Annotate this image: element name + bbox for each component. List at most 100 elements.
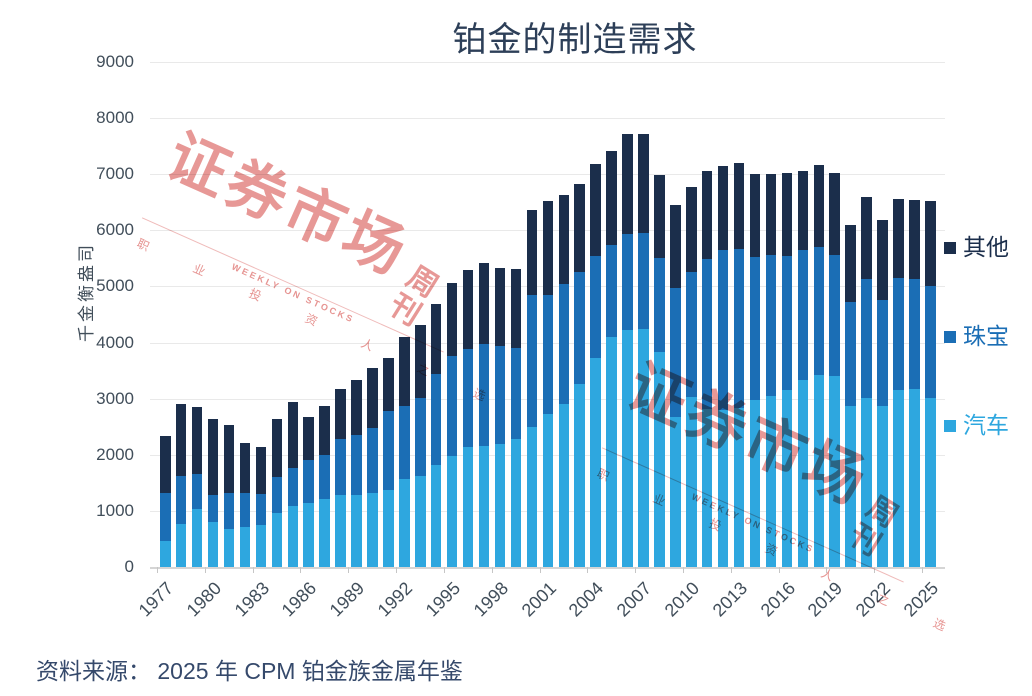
bar-segment-auto — [781, 390, 793, 567]
bar-segment-jewelry — [861, 279, 872, 398]
bar-segment-auto — [335, 495, 346, 567]
x-tick-mark — [300, 567, 302, 573]
bar-2010 — [686, 186, 697, 567]
bar-segment-jewelry — [686, 272, 697, 397]
bar-segment-auto — [893, 390, 904, 567]
x-tick-label: 1992 — [373, 578, 417, 621]
bar-1977 — [160, 436, 171, 567]
bar-segment-jewelry — [415, 397, 426, 477]
x-tick-label: 2016 — [756, 578, 799, 621]
bar-segment-jewelry — [622, 233, 633, 331]
gridline — [150, 62, 945, 63]
bar-segment-other — [207, 419, 219, 496]
bar-segment-auto — [765, 395, 777, 567]
bar-1994 — [430, 304, 442, 567]
x-tick-label: 2025 — [899, 578, 943, 621]
bar-segment-jewelry — [223, 492, 235, 529]
bar-segment-other — [686, 186, 697, 273]
bar-segment-auto — [574, 384, 585, 567]
bar-segment-auto — [319, 499, 330, 567]
bar-segment-other — [287, 402, 299, 468]
x-tick-mark — [157, 567, 158, 573]
bar-segment-auto — [813, 375, 825, 567]
bar-segment-other — [574, 184, 585, 273]
bar-segment-jewelry — [367, 427, 378, 493]
x-tick-label: 1998 — [469, 578, 512, 621]
bar-segment-auto — [430, 465, 442, 567]
bar-segment-jewelry — [494, 345, 506, 445]
x-tick-label: 2010 — [660, 578, 704, 621]
bar-segment-auto — [717, 409, 729, 567]
x-tick-label: 2004 — [565, 578, 608, 621]
x-tick-mark — [348, 567, 350, 573]
bar-1997 — [478, 262, 490, 567]
bar-2019 — [829, 172, 840, 567]
bar-1978 — [175, 404, 187, 567]
x-tick-label: 2001 — [517, 578, 560, 621]
bar-segment-other — [813, 164, 825, 248]
bar-segment-other — [590, 163, 601, 257]
legend-swatch-jewelry — [944, 330, 956, 343]
bar-1979 — [191, 406, 203, 567]
bar-segment-other — [654, 175, 665, 259]
bar-2006 — [622, 133, 633, 567]
bar-segment-auto — [622, 330, 633, 567]
bar-segment-jewelry — [303, 459, 314, 503]
chart-title: 铂金的制造需求 — [452, 21, 698, 59]
bar-2023 — [893, 198, 904, 567]
legend-swatch-auto — [944, 419, 956, 432]
x-tick-label: 1986 — [278, 578, 321, 621]
bar-segment-auto — [303, 502, 314, 567]
bar-segment-jewelry — [287, 467, 299, 507]
bar-1988 — [335, 388, 346, 567]
x-tick-mark — [204, 567, 206, 573]
bar-segment-auto — [733, 407, 745, 567]
bar-segment-auto — [223, 528, 235, 567]
x-tick-label: 2007 — [612, 578, 656, 621]
bar-segment-auto — [925, 397, 936, 567]
bar-segment-jewelry — [542, 295, 554, 414]
x-tick-mark — [396, 567, 398, 573]
bar-1992 — [399, 336, 410, 567]
y-tick-label: 1000 — [96, 500, 134, 520]
bar-1986 — [303, 416, 314, 567]
y-tick-label: 3000 — [96, 388, 134, 408]
bar-segment-other — [749, 173, 761, 258]
bar-segment-auto — [383, 489, 394, 567]
bar-segment-other — [335, 388, 346, 439]
legend-item-auto: 汽车 — [944, 412, 1009, 438]
legend-label-jewelry: 珠宝 — [963, 323, 1009, 349]
bar-2021 — [861, 197, 872, 567]
bar-2004 — [590, 163, 601, 567]
bar-segment-jewelry — [335, 438, 346, 496]
bar-segment-jewelry — [797, 249, 809, 381]
bar-segment-auto — [861, 397, 872, 567]
bar-segment-other — [733, 163, 745, 249]
bar-segment-other — [175, 404, 187, 477]
bar-segment-jewelry — [510, 348, 522, 440]
bar-1983 — [255, 446, 267, 567]
legend-item-other: 其他 — [944, 234, 1009, 260]
bar-segment-auto — [542, 413, 554, 567]
bar-segment-other — [622, 133, 633, 234]
bar-segment-auto — [686, 396, 697, 567]
bar-segment-other — [271, 419, 283, 477]
bar-segment-jewelry — [877, 299, 888, 406]
bar-segment-jewelry — [271, 476, 283, 514]
bar-segment-jewelry — [717, 249, 729, 410]
bar-2017 — [797, 170, 809, 567]
bar-segment-auto — [175, 523, 187, 567]
x-tick-mark — [539, 567, 541, 573]
bar-1998 — [494, 268, 506, 567]
legend-swatch-other — [944, 241, 956, 254]
bar-segment-other — [845, 224, 856, 303]
bar-segment-auto — [287, 506, 299, 567]
x-tick-mark — [635, 567, 637, 573]
bar-segment-other — [303, 416, 314, 460]
bar-segment-jewelry — [430, 373, 442, 466]
bar-1990 — [367, 367, 378, 567]
bar-segment-other — [701, 171, 713, 260]
bar-segment-jewelry — [654, 258, 665, 352]
legend-item-jewelry: 珠宝 — [944, 323, 1009, 349]
gridline — [150, 174, 945, 176]
